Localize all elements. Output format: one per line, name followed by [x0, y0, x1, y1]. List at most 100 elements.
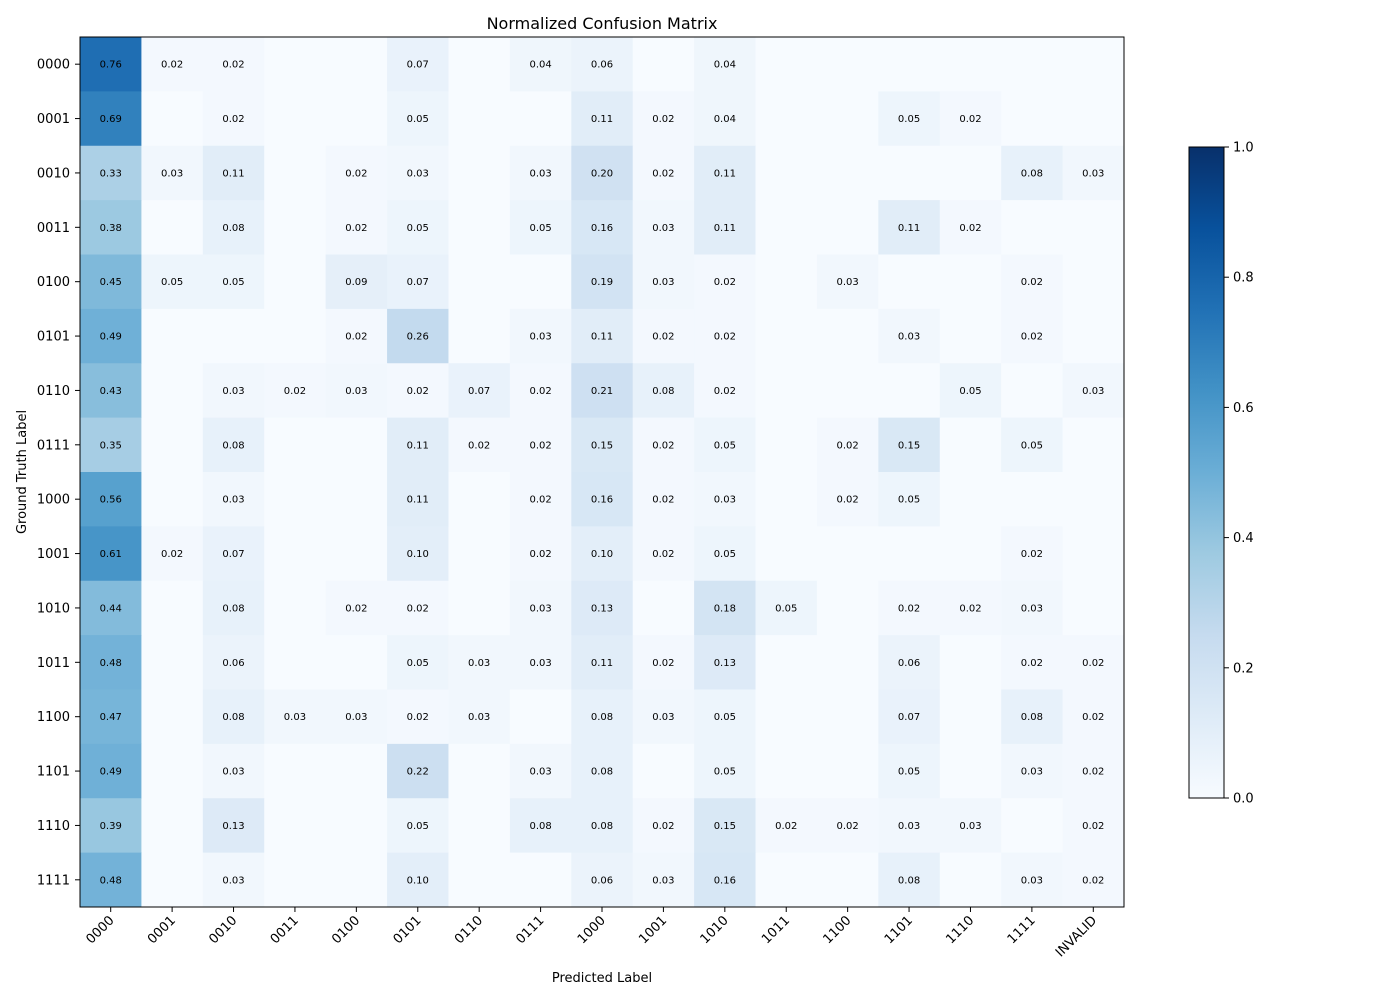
heatmap-cell-7-6: [448, 417, 511, 473]
heatmap-cell-15-2: [202, 852, 265, 908]
heatmap-cell-1-5: [387, 91, 449, 147]
cell-value-label-4-8: 0.19: [591, 277, 613, 288]
heatmap-cell-5-0: [80, 308, 142, 364]
heatmap-cell-6-2: [202, 363, 265, 419]
y-tick-label-4: 0100: [37, 275, 70, 290]
heatmap-cell-13-5: [387, 743, 449, 799]
cell-value-label-14-9: 0.02: [652, 821, 674, 832]
heatmap-cell-15-1: [141, 852, 204, 908]
heatmap-cell-12-14: [939, 689, 1002, 745]
cell-value-label-14-10: 0.15: [714, 821, 736, 832]
heatmap-cell-5-6: [448, 308, 511, 364]
heatmap-cell-10-15: [1001, 580, 1064, 636]
cell-value-label-11-10: 0.13: [714, 658, 736, 669]
cell-value-label-10-5: 0.02: [407, 603, 429, 614]
heatmap-cell-3-2: [202, 200, 265, 255]
heatmap-cell-14-3: [264, 798, 327, 854]
cell-value-label-6-4: 0.03: [345, 386, 367, 397]
heatmap-cell-2-2: [202, 145, 265, 201]
cell-value-label-2-7: 0.03: [529, 168, 551, 179]
heatmap-cell-14-7: [509, 798, 572, 854]
cell-value-label-3-13: 0.11: [898, 223, 920, 234]
cell-value-label-1-8: 0.11: [591, 114, 613, 125]
heatmap-cell-0-15: [1001, 37, 1064, 92]
cell-value-label-10-10: 0.18: [714, 603, 736, 614]
cell-value-label-2-9: 0.02: [652, 168, 674, 179]
cell-value-label-11-2: 0.06: [222, 658, 244, 669]
heatmap-cell-15-14: [939, 852, 1002, 908]
heatmap-cell-2-1: [141, 145, 204, 201]
y-tick-label-12: 1100: [37, 710, 70, 725]
heatmap-cell-0-13: [878, 37, 941, 92]
heatmap-cell-15-9: [632, 852, 695, 908]
heatmap-cell-2-15: [1001, 145, 1064, 201]
cell-value-label-11-13: 0.06: [898, 658, 920, 669]
heatmap-cell-0-8: [571, 37, 634, 92]
heatmap-cell-12-16: [1062, 689, 1125, 745]
heatmap-cell-10-12: [816, 580, 879, 636]
heatmap-cell-11-8: [571, 635, 634, 690]
heatmap-cell-4-7: [509, 254, 572, 310]
cell-value-label-6-14: 0.05: [959, 386, 981, 397]
heatmap-cell-2-8: [571, 145, 634, 201]
heatmap-cell-4-11: [755, 254, 818, 310]
heatmap-cell-12-13: [878, 689, 941, 745]
heatmap-cell-1-3: [264, 91, 327, 147]
colorbar-gradient: [1188, 146, 1225, 799]
heatmap-cell-0-6: [448, 37, 511, 92]
heatmap-cell-3-12: [816, 200, 879, 255]
heatmap-cell-8-16: [1062, 472, 1125, 527]
cell-value-label-2-10: 0.11: [714, 168, 736, 179]
heatmap-cell-11-2: [202, 635, 265, 690]
x-tick-label-0: 0000: [84, 913, 118, 947]
cell-value-label-13-15: 0.03: [1021, 767, 1043, 778]
cell-value-label-14-12: 0.02: [837, 821, 859, 832]
cell-value-label-12-2: 0.08: [222, 712, 244, 723]
heatmap-cell-13-8: [571, 743, 634, 799]
heatmap-cell-10-16: [1062, 580, 1125, 636]
heatmap-cell-11-1: [141, 635, 204, 690]
heatmap-cell-7-9: [632, 417, 695, 473]
heatmap-cell-3-16: [1062, 200, 1125, 255]
heatmap-cell-0-3: [264, 37, 327, 92]
y-tick-label-6: 0110: [37, 384, 70, 399]
cell-value-label-1-10: 0.04: [714, 114, 736, 125]
cell-value-label-15-5: 0.10: [407, 875, 429, 886]
heatmap-cell-1-10: [694, 91, 757, 147]
x-tick-label-5: 0101: [391, 913, 425, 947]
cell-value-label-2-4: 0.02: [345, 168, 367, 179]
cell-value-label-11-0: 0.48: [100, 658, 122, 669]
cell-value-label-6-8: 0.21: [591, 386, 613, 397]
heatmap-cell-3-7: [509, 200, 572, 255]
heatmap-cell-3-1: [141, 200, 204, 255]
cell-value-label-8-7: 0.02: [529, 495, 551, 506]
heatmap-cell-9-9: [632, 526, 695, 582]
cell-value-label-1-2: 0.02: [222, 114, 244, 125]
colorbar-tick-label-3: 0.6: [1233, 401, 1254, 416]
heatmap-cell-6-7: [509, 363, 572, 419]
cell-value-label-4-1: 0.05: [161, 277, 183, 288]
y-axis-label: Ground Truth Label: [15, 410, 30, 534]
heatmap-cell-7-13: [878, 417, 941, 473]
cell-value-label-6-2: 0.03: [222, 386, 244, 397]
cell-value-label-12-6: 0.03: [468, 712, 490, 723]
cell-value-label-1-13: 0.05: [898, 114, 920, 125]
x-tick-label-7: 0111: [513, 913, 547, 947]
cell-value-label-5-7: 0.03: [529, 332, 551, 343]
cell-value-label-12-9: 0.03: [652, 712, 674, 723]
cell-value-label-7-10: 0.05: [714, 440, 736, 451]
heatmap-cell-9-16: [1062, 526, 1125, 582]
heatmap-cell-15-0: [80, 852, 142, 908]
heatmap-cell-3-4: [325, 200, 388, 255]
y-tick-label-14: 1110: [37, 819, 70, 834]
heatmap-cell-6-8: [571, 363, 634, 419]
heatmap-cell-14-5: [387, 798, 449, 854]
heatmap-cell-3-14: [939, 200, 1002, 255]
heatmap-cell-5-10: [694, 308, 757, 364]
cell-value-label-9-2: 0.07: [222, 549, 244, 560]
heatmap-cell-0-7: [509, 37, 572, 92]
cell-value-label-14-7: 0.08: [529, 821, 551, 832]
heatmap-cell-2-9: [632, 145, 695, 201]
heatmap-cell-11-12: [816, 635, 879, 690]
heatmap-cell-3-0: [80, 200, 142, 255]
